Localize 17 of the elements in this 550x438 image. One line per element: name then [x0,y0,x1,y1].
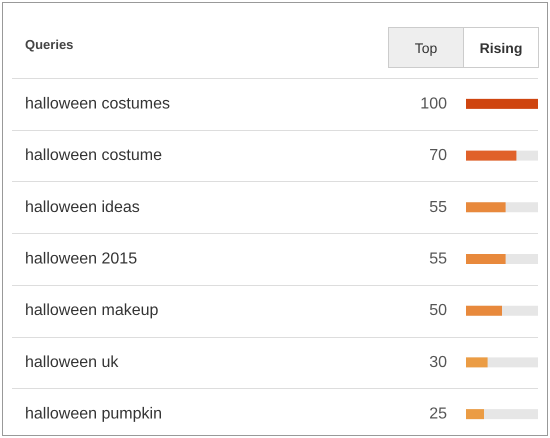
data-label: 25 [429,406,448,423]
y-tick-label: halloween pumpkin [25,406,162,423]
data-label: 30 [429,354,448,371]
y-tick-label: halloween 2015 [25,250,138,268]
data-label: 70 [429,147,448,164]
y-tick-label: halloween ideas [25,198,140,216]
text: Queries [25,37,74,52]
y-tick-label: halloween costumes [25,95,170,112]
tab[interactable]: Rising [463,27,539,68]
data-label: 100 [420,95,448,112]
y-tick-label: halloween makeup [25,302,159,320]
data-label: 55 [429,250,448,268]
y-tick-label: halloween uk [25,354,120,371]
data-label: 55 [429,198,448,216]
data-label: 50 [429,302,448,320]
y-tick-label: halloween costume [25,147,162,164]
tab[interactable]: Top [388,27,464,68]
